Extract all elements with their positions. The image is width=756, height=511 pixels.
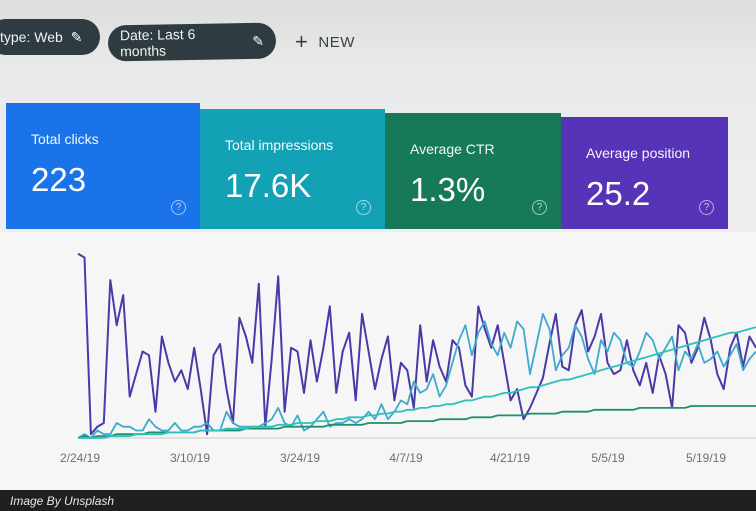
performance-chart: 2/24/19 3/10/19 3/24/19 4/7/19 4/21/19 5/5/19… xyxy=(0,232,756,490)
help-icon[interactable]: ? xyxy=(699,200,714,215)
metric-card-total-clicks[interactable]: Total clicks 223 ? xyxy=(6,103,200,229)
metric-value: 25.2 xyxy=(586,175,651,212)
x-tick-label: 5/5/19 xyxy=(591,451,625,465)
type-filter-chip[interactable]: type: Web ✎ xyxy=(0,19,100,55)
edit-pencil-icon[interactable]: ✎ xyxy=(252,32,265,49)
line-chart-svg: 2/24/19 3/10/19 3/24/19 4/7/19 4/21/19 5/5/19… xyxy=(60,252,756,465)
metric-label: Average CTR xyxy=(410,141,495,157)
date-filter-label: Date: Last 6 months xyxy=(119,25,196,60)
metric-value: 17.6K xyxy=(225,167,312,204)
date-filter-chip[interactable]: Date: Last 6 months ✎ xyxy=(107,22,277,62)
x-tick-label: 3/10/19 xyxy=(170,451,210,465)
metric-card-average-ctr[interactable]: Average CTR 1.3% ? xyxy=(385,113,561,229)
help-icon[interactable]: ? xyxy=(356,200,371,215)
metric-value: 223 xyxy=(31,161,87,198)
x-tick-label: 4/7/19 xyxy=(389,451,423,465)
filter-bar: type: Web ✎ Date: Last 6 months ✎ + NEW xyxy=(0,0,756,70)
metric-cards: Total clicks 223 ? Total impressions 17.… xyxy=(6,103,728,231)
x-tick-label: 3/24/19 xyxy=(280,451,320,465)
new-filter-button[interactable]: + NEW xyxy=(295,29,355,54)
type-filter-label: type: Web xyxy=(0,29,63,45)
metric-card-average-position[interactable]: Average position 25.2 ? xyxy=(561,117,728,229)
series-line-1[interactable] xyxy=(77,313,756,439)
metric-label: Total impressions xyxy=(225,137,334,153)
series-line-3[interactable] xyxy=(78,326,756,439)
metric-value: 1.3% xyxy=(410,171,486,208)
metric-label: Average position xyxy=(586,145,691,161)
new-filter-label: NEW xyxy=(318,33,355,51)
help-icon[interactable]: ? xyxy=(532,200,547,215)
help-icon[interactable]: ? xyxy=(171,200,186,215)
dashboard-screen: type: Web ✎ Date: Last 6 months ✎ + NEW … xyxy=(0,0,756,490)
edit-pencil-icon[interactable]: ✎ xyxy=(70,28,83,45)
x-tick-label: 2/24/19 xyxy=(60,451,100,465)
image-credit: Image By Unsplash xyxy=(0,490,756,511)
x-tick-label: 4/21/19 xyxy=(490,451,530,465)
metric-card-total-impressions[interactable]: Total impressions 17.6K ? xyxy=(200,109,385,229)
x-tick-label: 5/19/19 xyxy=(686,451,726,465)
metric-label: Total clicks xyxy=(31,131,99,147)
plus-icon: + xyxy=(295,29,309,54)
series-line-0[interactable] xyxy=(77,252,756,436)
